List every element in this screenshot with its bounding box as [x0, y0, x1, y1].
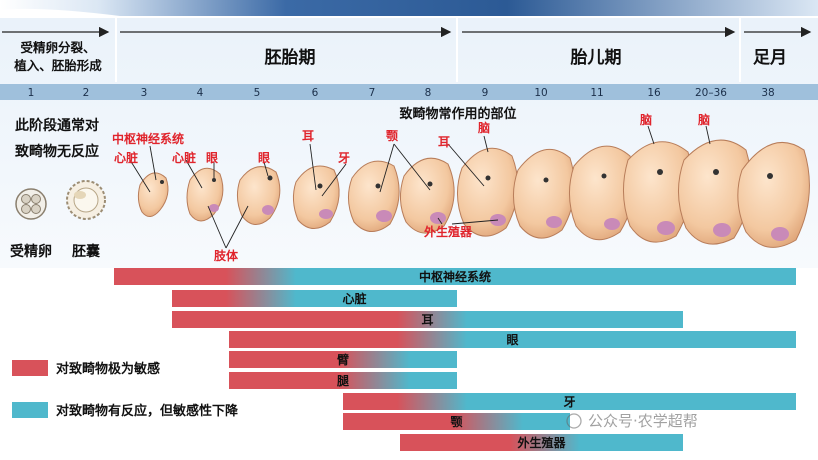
week-label: 20–36	[695, 87, 727, 99]
organ-label-brain-w9: 脑	[477, 120, 490, 135]
organ-label-jaw: 颚	[386, 129, 398, 143]
legend-swatch-reduced	[12, 402, 48, 418]
organ-label-cns: 中枢神经系统	[112, 131, 184, 146]
embryo-week5	[236, 166, 281, 225]
sensitivity-bar	[400, 434, 683, 451]
organ-label-brain-w2036: 脑	[697, 112, 710, 127]
organ-label-eye-w5: 眼	[258, 151, 270, 165]
embryo-week4	[186, 167, 224, 222]
organ-label-eye-w4: 眼	[206, 151, 218, 165]
embryo-week7	[348, 160, 400, 232]
fetus-week38	[737, 142, 810, 248]
week-label: 6	[312, 87, 319, 99]
bar-label: 臂	[337, 352, 349, 367]
bar-label: 颚	[450, 415, 462, 429]
organ-label-ear-w9: 耳	[438, 135, 450, 149]
organ-label-teeth: 牙	[338, 151, 350, 165]
embryo-week11	[569, 145, 635, 241]
organ-label-limbs: 肢体	[214, 248, 239, 263]
early-note-line2: 致畸物无反应	[15, 143, 99, 160]
bar-label: 眼	[506, 333, 518, 347]
bar-label: 腿	[337, 373, 350, 388]
sensitivity-bar	[172, 311, 683, 328]
legend-label-high: 对致畸物极为敏感	[56, 361, 160, 377]
embryo-week10	[513, 149, 575, 239]
sensitivity-bar	[229, 351, 457, 368]
bar-label: 心脏	[342, 291, 366, 306]
period-label-fetal: 胎儿期	[571, 47, 622, 68]
period-label-early-line2: 植入、胚胎形成	[13, 58, 102, 73]
week-label: 2	[83, 87, 90, 99]
week-label: 7	[369, 87, 376, 99]
pointer-lines	[129, 125, 711, 249]
blastocyst-illustration	[66, 180, 106, 220]
sensitivity-bar	[114, 268, 796, 285]
organ-label-brain-w16: 脑	[639, 112, 652, 127]
period-label-embryonic: 胚胎期	[265, 47, 316, 68]
week-label: 3	[141, 87, 148, 99]
week-label: 1	[28, 87, 35, 99]
embryo-week20-36	[677, 139, 752, 245]
week-label: 11	[590, 87, 603, 99]
legend-swatch-high	[12, 360, 48, 376]
organ-label-heart-w3: 心脏	[114, 150, 138, 165]
watermark: 公众号·农学超帮	[566, 412, 698, 430]
early-note-line1: 此阶段通常对	[15, 117, 99, 134]
week-labels: 1 2 3 4 5 6 7 8 9 10 11 16 20–36 38	[28, 87, 775, 99]
zygote-illustration	[15, 188, 47, 220]
week-label: 10	[534, 87, 547, 99]
stage-label-blastocyst: 胚囊	[72, 243, 101, 260]
organ-labels: 中枢神经系统 心脏 心脏 眼 眼 耳 牙 颚 耳 脑 脑 脑 肢体 外生殖器	[112, 112, 710, 263]
period-label-term: 足月	[753, 48, 787, 68]
week-label: 9	[482, 87, 489, 99]
week-label: 8	[425, 87, 432, 99]
week-label: 5	[254, 87, 261, 99]
sensitivity-bar	[229, 331, 796, 348]
embryo-week3	[137, 172, 169, 217]
sensitivity-bar	[172, 290, 457, 307]
organ-label-heart-w4: 心脏	[172, 150, 196, 165]
stage-label-zygote: 受精卵	[10, 243, 52, 260]
embryo-week16	[622, 141, 693, 243]
organ-label-genitals: 外生殖器	[424, 224, 473, 239]
legend-label-reduced: 对致畸物有反应，但敏感性下降	[56, 403, 239, 419]
embryo-week6	[292, 165, 340, 229]
period-label-early: 受精卵分裂、	[20, 40, 95, 55]
legend: 对致畸物极为敏感 对致畸物有反应，但敏感性下降	[12, 360, 239, 419]
bar-label: 牙	[563, 395, 575, 409]
sensitivity-bar	[229, 372, 457, 389]
header-band	[0, 0, 818, 16]
sites-title: 致畸物常作用的部位	[399, 106, 516, 122]
bar-label: 外生殖器	[517, 435, 566, 450]
week-label: 4	[197, 87, 204, 99]
week-label: 16	[647, 87, 661, 99]
watermark-text: 公众号·农学超帮	[588, 412, 698, 430]
organ-label-ear-w6: 耳	[302, 129, 314, 143]
week-label: 38	[761, 87, 774, 99]
embryo-week8	[400, 157, 455, 234]
bar-label: 耳	[421, 313, 433, 327]
week-band	[0, 84, 818, 100]
sensitivity-bar	[343, 393, 796, 410]
bar-label: 中枢神经系统	[419, 269, 491, 284]
sensitivity-bar	[343, 413, 570, 430]
